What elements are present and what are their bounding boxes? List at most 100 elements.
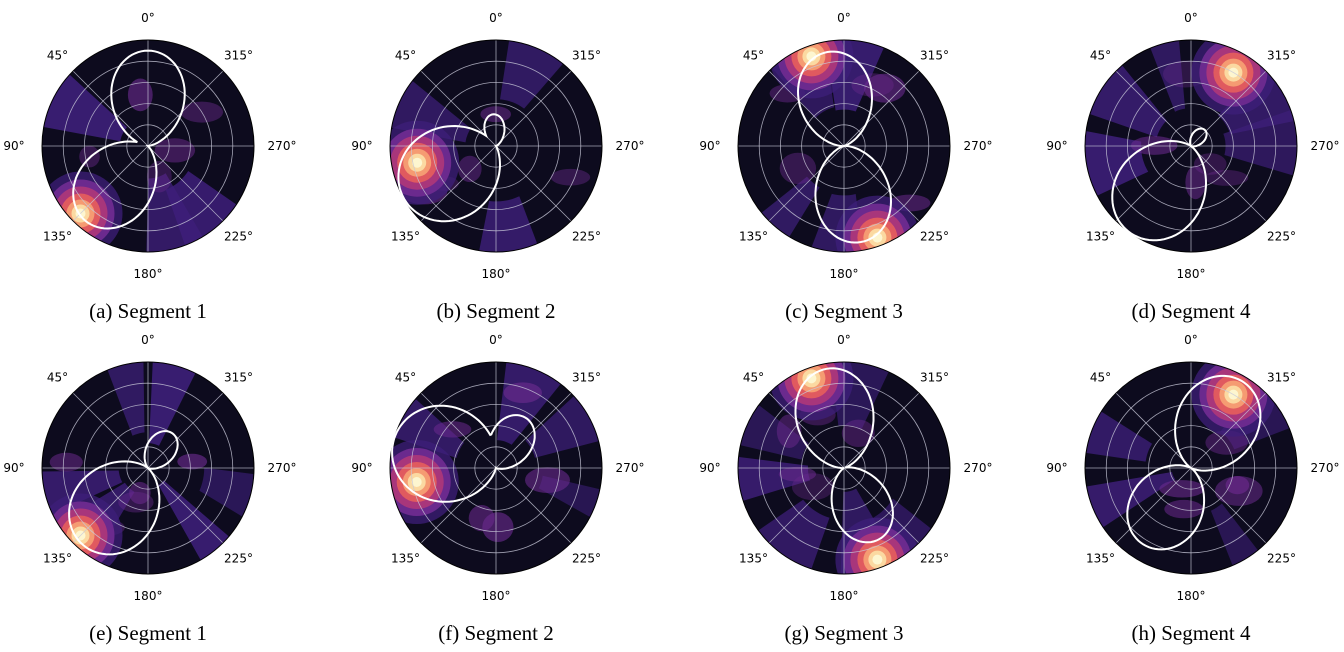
angle-tick-label: 135° [1086, 230, 1115, 244]
contour-patch [127, 78, 153, 112]
grid-spoke [147, 70, 224, 147]
angle-tick-label: 135° [391, 230, 420, 244]
contour-patch [1159, 480, 1205, 498]
angle-tick-label: 90° [1046, 461, 1067, 475]
polar-panel-6: 0° 45° 90° 135° 180° 225° 270° 315° (f) Segment … [351, 333, 644, 645]
polar-panel-3: 0° 45° 90° 135° 180° 225° 270° 315° (c) Segment … [699, 11, 992, 323]
angle-tick-label: 315° [1267, 371, 1296, 385]
angle-tick-label: 45° [1090, 49, 1111, 63]
polar-frame [389, 361, 603, 575]
angle-tick-label: 0° [837, 11, 851, 25]
contour-patch [779, 152, 817, 185]
contour-patch [482, 512, 514, 542]
contour-patch [1164, 499, 1204, 519]
polar-panel-2: 0° 45° 90° 135° 180° 225° 270° 315° (b) Segment … [351, 11, 644, 323]
grid-spoke [1190, 70, 1267, 147]
angle-tick-label: 135° [43, 230, 72, 244]
contour-band [1146, 40, 1186, 112]
contour-band [149, 362, 200, 446]
contour-patch [525, 467, 570, 493]
beam-pattern-line [391, 404, 536, 503]
angle-tick-label: 180° [830, 267, 859, 281]
angle-tick-label: 135° [739, 230, 768, 244]
angle-tick-label: 225° [572, 552, 601, 566]
grid-spoke [495, 145, 572, 222]
grid-spoke [147, 145, 224, 222]
grid-spoke [72, 467, 149, 544]
contour-patch [778, 466, 817, 482]
subfigure-caption: (f) Segment 2 [438, 621, 553, 645]
angle-tick-label: 0° [1184, 333, 1198, 347]
angle-tick-label: 270° [268, 139, 297, 153]
subfigure-caption: (e) Segment 1 [89, 621, 207, 645]
grid-spoke [843, 392, 920, 469]
subfigure-caption: (g) Segment 3 [785, 621, 904, 645]
polar-panel-7: 0° 45° 90° 135° 180° 225° 270° 315° (g) Segment … [699, 333, 992, 645]
contour-patch [1204, 170, 1249, 186]
contour-patch [776, 414, 802, 449]
angle-tick-label: 0° [489, 333, 503, 347]
grid-spoke [1190, 392, 1267, 469]
grid-spoke [72, 70, 149, 147]
grid-spoke [495, 70, 572, 147]
contour-band [1223, 106, 1297, 179]
angle-tick-label: 0° [141, 11, 155, 25]
polar-frame [737, 39, 951, 253]
angle-tick-label: 180° [134, 267, 163, 281]
polar-panel-8: 0° 45° 90° 135° 180° 225° 270° 315° (h) Segment … [1046, 333, 1339, 645]
angle-tick-label: 225° [1267, 552, 1296, 566]
contour-patch [503, 382, 542, 404]
contour-patch [177, 453, 208, 470]
angle-tick-label: 180° [134, 589, 163, 603]
subfigure-caption: (h) Segment 4 [1132, 621, 1251, 645]
angle-tick-label: 270° [616, 139, 645, 153]
grid-spoke [420, 467, 497, 544]
grid-spoke [1115, 467, 1192, 544]
contour-band [158, 480, 237, 569]
angle-tick-label: 180° [1177, 589, 1206, 603]
beam-pattern-line [68, 430, 179, 556]
polar-frame [389, 39, 603, 253]
angle-tick-label: 225° [224, 552, 253, 566]
subfigure-caption: (b) Segment 2 [437, 299, 556, 323]
angle-tick-label: 90° [3, 139, 24, 153]
beam-pattern-line [796, 50, 893, 244]
contour-patch [864, 73, 906, 103]
contour-patch [550, 168, 591, 186]
angle-tick-label: 45° [743, 371, 764, 385]
angle-tick-label: 315° [920, 371, 949, 385]
angle-tick-label: 0° [837, 333, 851, 347]
angle-tick-label: 90° [351, 461, 372, 475]
contour-band [1085, 129, 1149, 200]
angle-tick-label: 315° [920, 49, 949, 63]
hotspot-level [412, 157, 423, 168]
polar-frame [737, 361, 951, 575]
angle-tick-label: 270° [1311, 139, 1340, 153]
angle-tick-label: 45° [395, 49, 416, 63]
angle-tick-label: 180° [830, 589, 859, 603]
angle-tick-label: 0° [1184, 11, 1198, 25]
grid-spoke [1115, 145, 1192, 222]
angle-tick-label: 45° [47, 371, 68, 385]
angle-tick-label: 45° [395, 371, 416, 385]
grid-spoke [768, 392, 845, 469]
grid-spoke [147, 392, 224, 469]
polar-frame [1084, 361, 1298, 575]
grid-spoke [843, 70, 920, 147]
angle-tick-label: 135° [739, 552, 768, 566]
angle-tick-label: 270° [616, 461, 645, 475]
grid-spoke [420, 145, 497, 222]
contour-patch [851, 73, 894, 97]
beam-pattern-line [1126, 374, 1262, 551]
angle-tick-label: 135° [43, 552, 72, 566]
angle-tick-label: 315° [224, 49, 253, 63]
grid-spoke [1190, 467, 1267, 544]
angle-tick-label: 270° [964, 139, 993, 153]
contour-band [1085, 472, 1176, 533]
contour-patch [129, 481, 151, 505]
angle-tick-label: 135° [391, 552, 420, 566]
contour-patch [49, 452, 83, 472]
angle-tick-label: 270° [268, 461, 297, 475]
angle-tick-label: 180° [1177, 267, 1206, 281]
polar-frame [1084, 39, 1298, 253]
